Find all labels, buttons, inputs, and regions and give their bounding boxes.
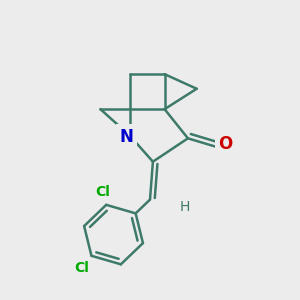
Text: N: N — [120, 128, 134, 146]
Text: O: O — [218, 135, 232, 153]
Text: H: H — [179, 200, 190, 214]
Text: Cl: Cl — [96, 185, 111, 200]
Text: Cl: Cl — [75, 261, 90, 274]
